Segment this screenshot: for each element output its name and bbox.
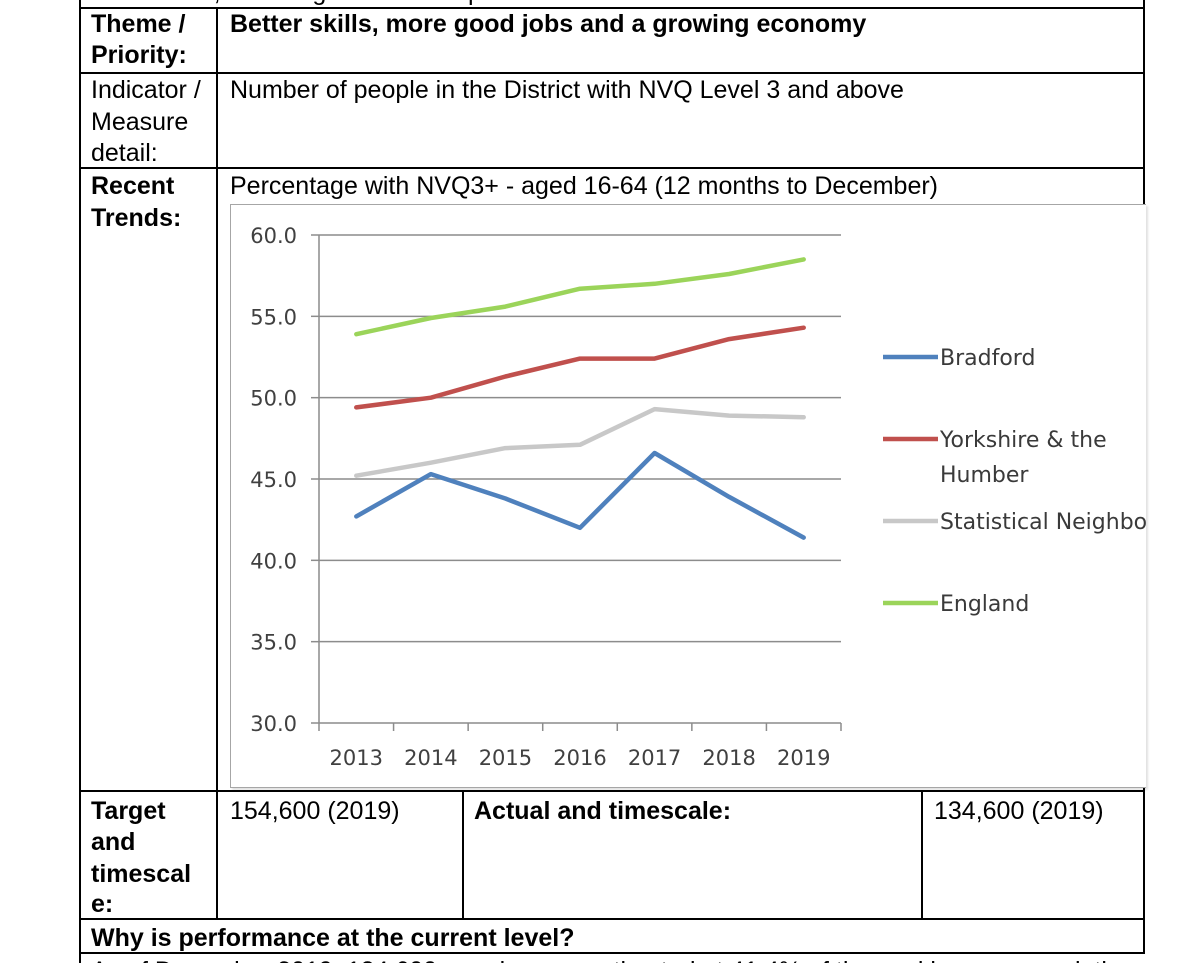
theme-label-line2: Priority:: [91, 41, 187, 69]
series-line-yorkshire-the-humber: [354, 325, 806, 410]
y-tick-label: 35.0: [250, 631, 297, 655]
actual-value: 134,600 (2019): [934, 797, 1104, 825]
target-label-line1: Target: [91, 797, 166, 825]
row-border-target: [79, 918, 1145, 920]
trends-label-line2: Trends:: [91, 204, 182, 232]
row-border-trends: [79, 790, 1145, 792]
y-tick-label: 40.0: [250, 549, 297, 573]
series-line-statistical-neighbours: [354, 406, 806, 478]
target-column-divider: [462, 791, 464, 919]
theme-label-line1: Theme /: [91, 10, 186, 38]
why-label: Why is performance at the current level?: [91, 924, 575, 952]
indicator-value: Number of people in the District with NV…: [230, 76, 904, 104]
legend-label: Statistical Neighbo: [940, 510, 1146, 535]
next-row-fragment: As of December 2019, 134,600 people were…: [91, 955, 1135, 963]
x-tick-label: 2013: [330, 746, 383, 770]
series-line-bradford: [354, 450, 806, 540]
header-fragment-clip: information, including a link to the pub…: [80, 0, 1140, 8]
row-border-why: [79, 952, 1145, 954]
y-tick-label: 55.0: [250, 305, 297, 329]
x-tick-label: 2015: [479, 746, 532, 770]
actual-label: Actual and timescale:: [474, 797, 732, 825]
row-border-theme: [79, 72, 1145, 74]
indicator-label-line1: Indicator /: [91, 76, 201, 104]
legend-label-line2: Humber: [940, 463, 1029, 488]
target-label-line3: timescal: [91, 860, 192, 888]
actual-column-divider: [921, 791, 923, 919]
header-fragment: information, including a link to the pub…: [90, 0, 713, 8]
y-tick-label: 50.0: [250, 387, 297, 411]
series-line-england: [354, 257, 806, 337]
y-tick-label: 60.0: [250, 224, 297, 248]
x-tick-label: 2018: [702, 746, 755, 770]
row-border-indicator: [79, 167, 1145, 169]
y-tick-label: 30.0: [250, 712, 297, 736]
table-border-left: [79, 0, 81, 963]
next-row-clip: As of December 2019, 134,600 people were…: [82, 955, 1142, 963]
chart-area: 60.0 55.0 50.0 45.0 40.0 35.0 30.0 2013 2014 201…: [230, 204, 1146, 788]
x-tick-label: 2017: [628, 746, 681, 770]
line-chart: 60.0 55.0 50.0 45.0 40.0 35.0 30.0 2013 2014 201…: [250, 224, 1146, 770]
legend-label: England: [940, 592, 1029, 617]
legend-label: Yorkshire & the: [939, 428, 1107, 453]
target-label-line2: and: [91, 828, 136, 856]
theme-value: Better skills, more good jobs and a grow…: [230, 10, 867, 38]
target-label-line4: e:: [91, 890, 114, 918]
legend-label: Bradford: [940, 346, 1035, 371]
x-tick-label: 2014: [404, 746, 457, 770]
chart-title: Percentage with NVQ3+ - aged 16-64 (12 m…: [230, 172, 939, 200]
x-tick-label: 2016: [553, 746, 606, 770]
y-tick-label: 45.0: [250, 468, 297, 492]
x-tick-label: 2019: [777, 746, 830, 770]
trends-label-line1: Recent: [91, 172, 175, 200]
label-column-divider: [216, 8, 218, 919]
indicator-label-line3: detail:: [91, 139, 158, 167]
indicator-label-line2: Measure: [91, 108, 189, 136]
row-border-top: [79, 7, 1145, 9]
target-value: 154,600 (2019): [230, 797, 400, 825]
